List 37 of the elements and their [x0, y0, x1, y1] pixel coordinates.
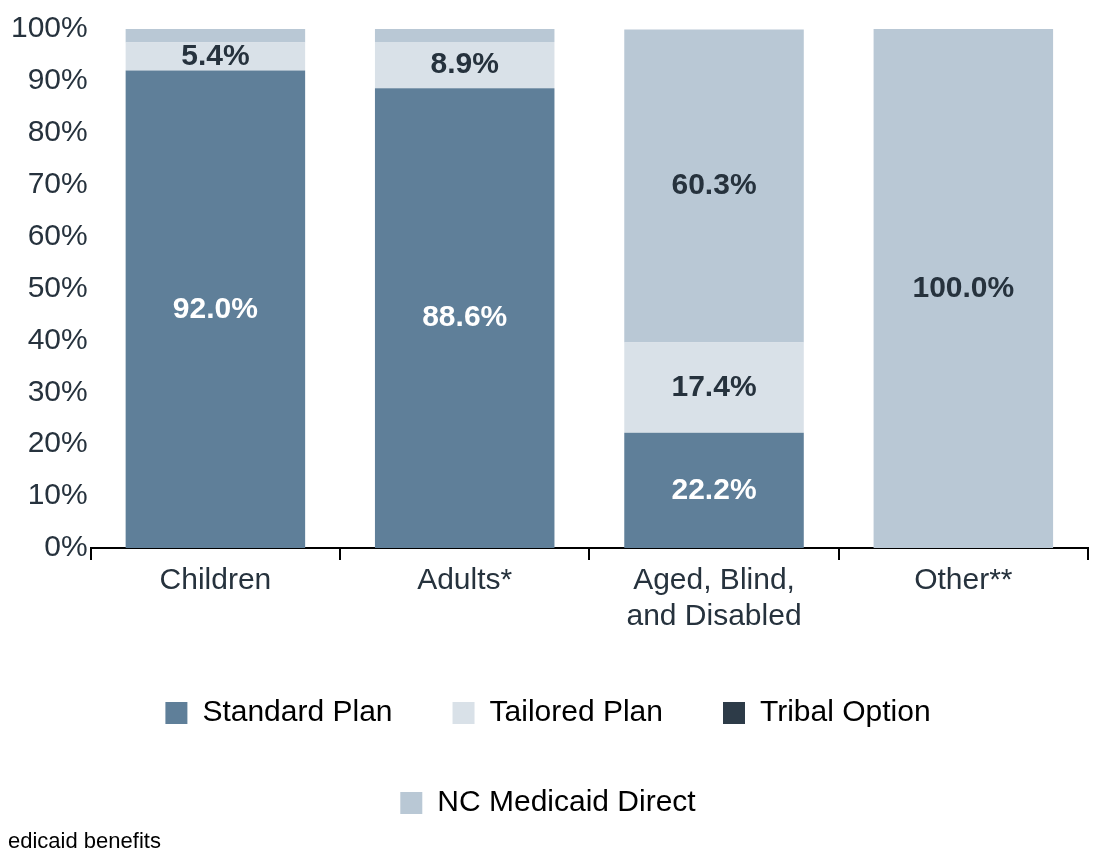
bar	[873, 29, 1054, 548]
data-label: 100.0%	[912, 269, 1015, 303]
data-label: 5.4%	[181, 37, 250, 71]
data-label: 8.9%	[430, 46, 499, 80]
y-tick-label: 80%	[27, 114, 88, 148]
bar	[624, 432, 804, 548]
bar	[374, 41, 555, 89]
x-tick-label: Other**	[914, 562, 1013, 596]
y-tick-label: 90%	[27, 62, 88, 96]
y-tick-label: 40%	[27, 321, 88, 355]
y-tick-label: 60%	[27, 217, 88, 251]
legend-label: NC Medicaid Direct	[437, 784, 697, 818]
data-label: 60.3%	[671, 167, 757, 201]
data-label: 88.6%	[422, 299, 508, 333]
bar	[374, 88, 555, 548]
y-tick-label: 20%	[27, 425, 88, 459]
legend-label: Standard Plan	[202, 694, 393, 728]
legend-label: Tribal Option	[759, 694, 931, 728]
text: edicaid benefits	[8, 828, 162, 854]
bar	[624, 29, 804, 343]
bar	[374, 29, 555, 42]
y-tick-label: 100%	[10, 10, 88, 44]
x-tick-label: Adults*	[417, 562, 513, 596]
legend-label: Tailored Plan	[489, 694, 663, 728]
x-tick-label: Children	[159, 562, 272, 596]
data-label: 17.4%	[671, 368, 757, 402]
y-tick-label: 50%	[27, 269, 88, 303]
y-tick-label: 30%	[27, 373, 88, 407]
x-tick-label: Aged, Blind, and Disabled	[626, 562, 802, 632]
data-label: 22.2%	[671, 471, 757, 505]
bar	[624, 342, 804, 433]
data-label: 92.0%	[172, 290, 258, 324]
bar	[125, 70, 306, 548]
bar	[125, 29, 306, 43]
y-tick-label: 70%	[27, 165, 88, 199]
y-tick-label: 0%	[44, 529, 88, 563]
y-tick-label: 10%	[27, 477, 88, 511]
